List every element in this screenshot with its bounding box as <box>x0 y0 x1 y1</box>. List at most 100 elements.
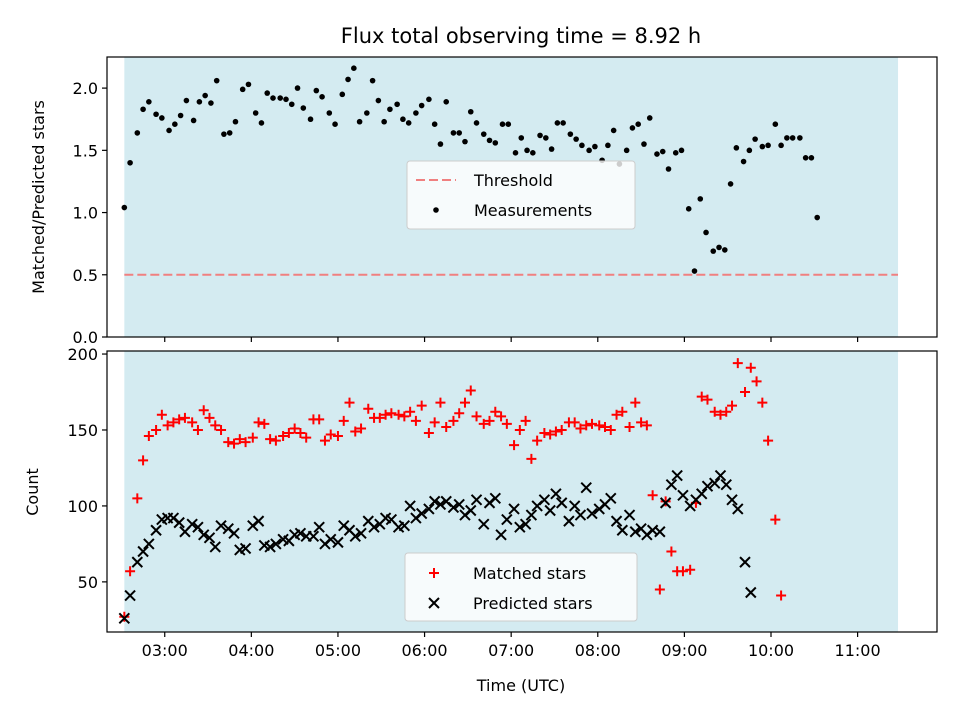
measurement-point <box>759 143 766 150</box>
measurement-point <box>567 131 574 137</box>
matched-point <box>119 611 130 622</box>
predicted-point <box>325 533 337 546</box>
measurement-point <box>405 120 412 126</box>
predicted-point <box>605 492 617 505</box>
legend-matched-label: Matched stars <box>473 564 586 583</box>
bottom-x-tick-label: 03:00 <box>142 641 188 660</box>
matched-point <box>587 418 598 429</box>
matched-point <box>223 437 234 448</box>
matched-point <box>332 431 343 442</box>
matched-point <box>344 397 355 408</box>
matched-point <box>156 409 167 420</box>
measurement-point <box>592 143 598 150</box>
predicted-point <box>131 556 144 568</box>
measurement-point <box>554 120 561 126</box>
top-legend-box <box>406 160 636 230</box>
measurement-point <box>641 141 647 147</box>
measurement-point <box>400 116 406 123</box>
predicted-point <box>714 469 727 482</box>
measurement-point <box>450 130 457 136</box>
matched-point <box>319 435 330 446</box>
matched-point <box>216 424 227 435</box>
measurement-point <box>443 99 450 105</box>
measurement-point <box>524 147 530 154</box>
legend-measurements-swatch <box>433 207 439 213</box>
measurement-point <box>121 204 128 211</box>
matched-point <box>253 417 264 428</box>
measurement-point <box>659 148 666 155</box>
matched-point <box>210 420 221 431</box>
measurement-point <box>530 150 536 156</box>
bottom-x-axis-label: Time (UTC) <box>476 676 565 695</box>
measurement-point <box>190 117 197 124</box>
bottom-x-tick-label: 05:00 <box>315 641 361 660</box>
measurement-point <box>672 150 679 156</box>
measurement-point <box>716 244 722 251</box>
bottom-series-1 <box>118 469 757 625</box>
matched-point <box>259 418 270 429</box>
matched-point <box>289 423 300 434</box>
matched-point <box>350 426 361 437</box>
matched-point <box>338 415 349 426</box>
measurement-point <box>543 135 549 141</box>
measurement-point <box>512 150 519 156</box>
measurement-point <box>480 131 487 137</box>
measurement-point <box>505 121 512 127</box>
matched-point <box>459 397 470 408</box>
bottom-x-tick-label: 07:00 <box>488 641 534 660</box>
top-y-tick-label: 1.0 <box>73 204 98 223</box>
predicted-point <box>677 489 689 502</box>
legend-threshold-label: Threshold <box>473 171 553 190</box>
matched-point <box>441 421 452 432</box>
measurement-point <box>722 247 728 253</box>
measurement-point <box>685 206 692 212</box>
measurement-point <box>646 115 653 121</box>
matched-point <box>151 424 162 435</box>
matched-point <box>478 418 489 429</box>
matched-point <box>448 415 459 426</box>
measurement-point <box>691 268 698 274</box>
predicted-point <box>654 526 666 538</box>
predicted-point <box>398 519 411 532</box>
matched-point <box>732 358 743 369</box>
bottom-x-tick-label: 10:00 <box>748 641 794 660</box>
matched-point <box>611 409 622 420</box>
measurement-point <box>752 136 758 142</box>
matched-point <box>490 406 501 417</box>
top-y-axis-label: Matched/Predicted stars <box>29 100 48 294</box>
matched-point <box>581 420 592 431</box>
legend-predicted-label: Predicted stars <box>473 594 593 613</box>
matched-point <box>624 421 635 432</box>
matched-point <box>423 428 434 439</box>
measurement-point <box>134 130 141 136</box>
measurement-point <box>548 146 555 152</box>
measurement-point <box>413 110 419 116</box>
matched-point <box>234 434 245 445</box>
measurement-point <box>499 121 506 127</box>
matched-point <box>247 432 258 443</box>
matched-point <box>471 411 482 422</box>
top-panel: 0.0 0.5 1.0 1.5 2.0 Threshold Measurements <box>73 56 938 347</box>
measurement-point <box>326 110 333 116</box>
matched-point <box>556 424 567 435</box>
measurement-point <box>245 81 252 88</box>
predicted-point <box>423 503 435 515</box>
predicted-point <box>696 488 708 500</box>
measurement-point <box>221 131 227 137</box>
bottom-y-tick-label: 200 <box>67 345 98 364</box>
predicted-point <box>720 478 732 491</box>
matched-point <box>416 400 427 411</box>
bottom-x-tick-label: 06:00 <box>402 641 448 660</box>
predicted-point <box>252 515 265 527</box>
measurement-point <box>456 130 463 136</box>
measurement-point <box>437 141 444 147</box>
bottom-y-tick-label: 150 <box>67 421 98 440</box>
matched-point <box>509 440 520 451</box>
matched-point <box>132 493 143 504</box>
measurement-point <box>381 118 387 125</box>
bottom-panel: 50 100 150 200 03:00 04:00 05:00 06:00 07:00 08:0… <box>67 345 938 660</box>
predicted-point <box>239 542 252 555</box>
measurement-point <box>797 135 803 141</box>
matched-point <box>143 431 154 442</box>
